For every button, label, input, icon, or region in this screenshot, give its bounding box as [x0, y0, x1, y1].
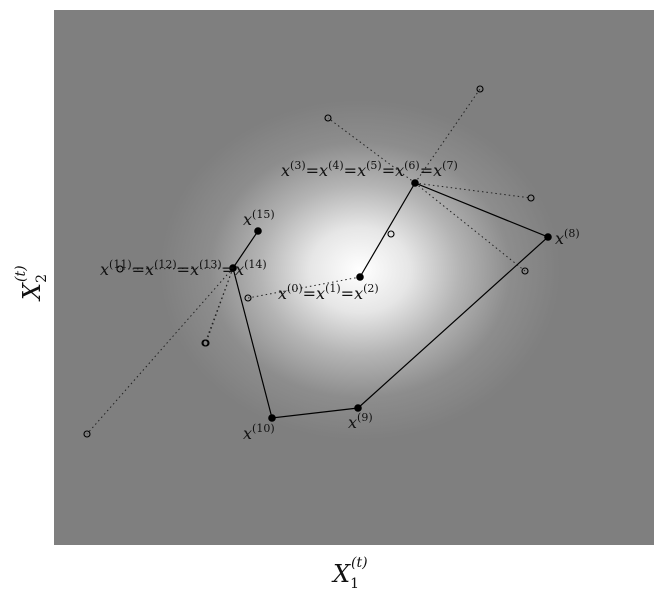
label-superscript: (10)	[252, 422, 275, 435]
state-x9	[354, 404, 362, 412]
label-superscript: (5)	[366, 159, 382, 172]
label-base: x	[243, 210, 252, 229]
label-superscript: (1)	[325, 282, 341, 295]
label-base: x	[278, 284, 287, 303]
accepted-points	[229, 179, 552, 422]
label-superscript: (14)	[244, 258, 267, 271]
label-x9: x(9)	[348, 411, 373, 432]
rejected-point	[527, 194, 535, 202]
proposal-line	[86, 267, 234, 435]
proposal-line	[414, 88, 481, 184]
state-x11	[229, 264, 237, 272]
label-x8: x(8)	[555, 227, 580, 248]
label-base: =x	[344, 161, 366, 180]
state-x15	[254, 227, 262, 235]
label-superscript: (6)	[404, 159, 420, 172]
rejected-point	[244, 294, 252, 302]
proposal-line	[119, 267, 234, 270]
label-superscript: (0)	[287, 282, 303, 295]
proposal-line	[414, 182, 526, 272]
label-superscript: (12)	[154, 258, 177, 271]
label-base: =x	[177, 260, 199, 279]
label-base: x	[281, 161, 290, 180]
label-superscript: (7)	[442, 159, 458, 172]
density-contour	[54, 10, 654, 545]
label-superscript: (9)	[357, 411, 373, 424]
rejected-points	[83, 85, 535, 438]
label-base: =x	[382, 161, 404, 180]
label-base: =x	[420, 161, 442, 180]
rejected-point	[521, 267, 529, 275]
proposal-line	[414, 182, 532, 199]
rejected-point	[202, 339, 210, 347]
label-superscript: (8)	[564, 227, 580, 240]
state-x10	[268, 414, 276, 422]
rejected-point	[476, 85, 484, 93]
state-x0	[356, 273, 364, 281]
label-base: x	[243, 424, 252, 443]
proposal-line	[247, 276, 361, 299]
label-base: =x	[303, 284, 325, 303]
label-superscript: (4)	[328, 159, 344, 172]
label-superscript: (2)	[363, 282, 379, 295]
rejected-proposals	[86, 88, 532, 435]
label-superscript: (11)	[109, 258, 132, 271]
label-x0-x2: x(0)=x(1)=x(2)	[278, 282, 379, 303]
label-base: x	[100, 260, 109, 279]
label-superscript: (3)	[290, 159, 306, 172]
label-base: =x	[132, 260, 154, 279]
rejected-point	[387, 230, 395, 238]
label-base: =x	[341, 284, 363, 303]
label-superscript: (15)	[252, 208, 275, 221]
label-base: x	[555, 229, 564, 248]
proposal-line	[327, 117, 416, 184]
label-x3-x7: x(3)=x(4)=x(5)=x(6)=x(7)	[281, 159, 458, 180]
label-base: =x	[306, 161, 328, 180]
y-axis-label: X2(t)	[13, 265, 50, 302]
label-x15: x(15)	[243, 208, 275, 229]
rejected-point	[83, 430, 91, 438]
label-superscript: (13)	[199, 258, 222, 271]
rejected-point	[324, 114, 332, 122]
state-x3	[411, 179, 419, 187]
label-base: x	[348, 413, 357, 432]
label-base: =x	[222, 260, 244, 279]
label-x10: x(10)	[243, 422, 275, 443]
x-axis-label: X1(t)	[331, 555, 368, 592]
state-x8	[544, 233, 552, 241]
label-x11-x14: x(11)=x(12)=x(13)=x(14)	[100, 258, 267, 279]
rejected-point	[116, 265, 124, 273]
